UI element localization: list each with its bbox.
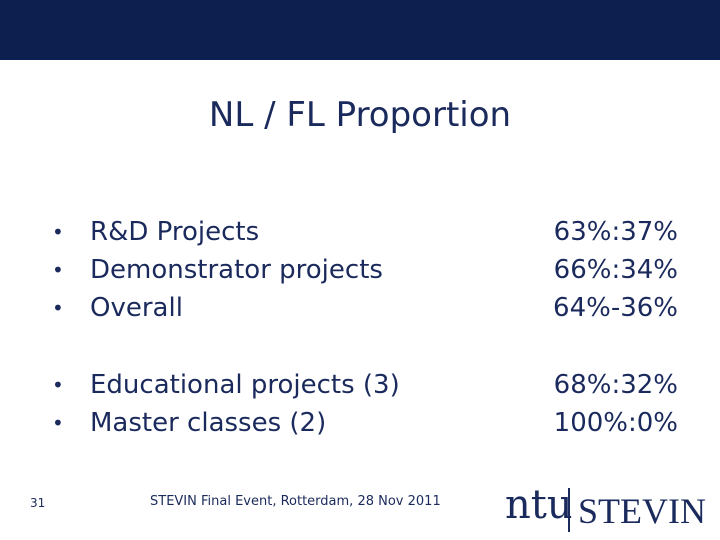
bullet-dot: • <box>52 220 64 244</box>
item-ratio: 66%:34% <box>553 255 678 285</box>
item-ratio: 100%:0% <box>553 408 678 438</box>
item-ratio: 63%:37% <box>553 217 678 247</box>
item-ratio: 64%-36% <box>553 293 678 323</box>
bullet-group: • Educational projects (3) 68%:32% • Master … <box>52 366 682 442</box>
bullet-group: • R&D Projects 63%:37% • Demonstrator projec… <box>52 213 682 327</box>
footer-text: STEVIN Final Event, Rotterdam, 28 Nov 20… <box>150 494 441 509</box>
slide-title: NL / FL Proportion <box>208 95 512 135</box>
bullet-row: • Overall 64%-36% <box>52 289 682 327</box>
header-bar <box>0 0 720 60</box>
page-number: 31 <box>30 496 46 510</box>
bullet-dot: • <box>52 258 64 282</box>
bullet-row: • Master classes (2) 100%:0% <box>52 404 682 442</box>
bullet-dot: • <box>52 296 64 320</box>
bullet-row: • Educational projects (3) 68%:32% <box>52 366 682 404</box>
bullet-row: • R&D Projects 63%:37% <box>52 213 682 251</box>
item-label: Demonstrator projects <box>90 255 383 285</box>
bullet-dot: • <box>52 411 64 435</box>
item-label: Master classes (2) <box>90 408 327 438</box>
item-label: R&D Projects <box>90 217 260 247</box>
item-ratio: 68%:32% <box>553 370 678 400</box>
logo-separator <box>568 488 570 532</box>
logo-right: STEVIN <box>578 491 706 531</box>
item-label: Overall <box>90 293 183 323</box>
logo-left: ntu <box>505 482 573 528</box>
bullet-dot: • <box>52 373 64 397</box>
item-label: Educational projects (3) <box>90 370 400 400</box>
bullet-row: • Demonstrator projects 66%:34% <box>52 251 682 289</box>
